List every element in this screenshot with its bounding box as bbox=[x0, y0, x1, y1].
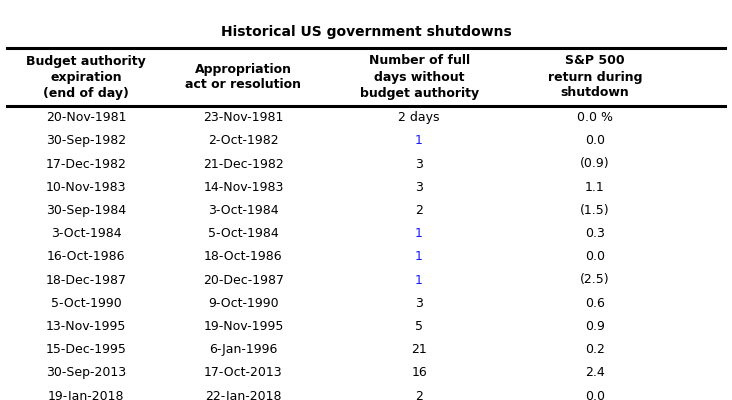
Text: (1.5): (1.5) bbox=[580, 204, 610, 217]
Text: 21-Dec-1982: 21-Dec-1982 bbox=[203, 158, 284, 170]
Text: 2 days: 2 days bbox=[398, 111, 440, 124]
Text: 0.6: 0.6 bbox=[585, 297, 605, 310]
Text: 17-Dec-1982: 17-Dec-1982 bbox=[45, 158, 127, 170]
Text: 1.1: 1.1 bbox=[585, 181, 605, 194]
Text: 19-Jan-2018: 19-Jan-2018 bbox=[48, 390, 124, 400]
Text: 0.0: 0.0 bbox=[585, 390, 605, 400]
Text: (0.9): (0.9) bbox=[580, 158, 610, 170]
Text: 1: 1 bbox=[415, 134, 423, 147]
Text: 16-Oct-1986: 16-Oct-1986 bbox=[47, 250, 125, 263]
Text: 17-Oct-2013: 17-Oct-2013 bbox=[204, 366, 283, 379]
Text: 2: 2 bbox=[415, 390, 423, 400]
Text: 10-Nov-1983: 10-Nov-1983 bbox=[46, 181, 126, 194]
Text: 14-Nov-1983: 14-Nov-1983 bbox=[203, 181, 283, 194]
Text: (2.5): (2.5) bbox=[580, 274, 610, 286]
Text: 16: 16 bbox=[411, 366, 427, 379]
Text: 15-Dec-1995: 15-Dec-1995 bbox=[45, 343, 127, 356]
Text: 0.2: 0.2 bbox=[585, 343, 605, 356]
Text: Budget authority
expiration
(end of day): Budget authority expiration (end of day) bbox=[26, 54, 146, 100]
Text: 3: 3 bbox=[415, 181, 423, 194]
Text: 9-Oct-1990: 9-Oct-1990 bbox=[208, 297, 279, 310]
Text: 20-Nov-1981: 20-Nov-1981 bbox=[46, 111, 126, 124]
Text: 3: 3 bbox=[415, 297, 423, 310]
Text: 1: 1 bbox=[415, 250, 423, 263]
Text: 19-Nov-1995: 19-Nov-1995 bbox=[203, 320, 283, 333]
Text: 6-Jan-1996: 6-Jan-1996 bbox=[209, 343, 277, 356]
Text: 30-Sep-1982: 30-Sep-1982 bbox=[46, 134, 126, 147]
Text: 0.0 %: 0.0 % bbox=[577, 111, 613, 124]
Text: 13-Nov-1995: 13-Nov-1995 bbox=[46, 320, 126, 333]
Text: 0.0: 0.0 bbox=[585, 134, 605, 147]
Text: Appropriation
act or resolution: Appropriation act or resolution bbox=[185, 62, 302, 92]
Text: 3-Oct-1984: 3-Oct-1984 bbox=[51, 227, 122, 240]
Text: 30-Sep-1984: 30-Sep-1984 bbox=[46, 204, 126, 217]
Text: 1: 1 bbox=[415, 274, 423, 286]
Text: 0.3: 0.3 bbox=[585, 227, 605, 240]
Text: 2-Oct-1982: 2-Oct-1982 bbox=[208, 134, 279, 147]
Text: 18-Dec-1987: 18-Dec-1987 bbox=[45, 274, 127, 286]
Text: 1: 1 bbox=[415, 227, 423, 240]
Text: 0.9: 0.9 bbox=[585, 320, 605, 333]
Text: 22-Jan-2018: 22-Jan-2018 bbox=[205, 390, 282, 400]
Text: S&P 500
return during
shutdown: S&P 500 return during shutdown bbox=[548, 54, 642, 100]
Text: Number of full
days without
budget authority: Number of full days without budget autho… bbox=[359, 54, 479, 100]
Text: 2.4: 2.4 bbox=[585, 366, 605, 379]
Text: 23-Nov-1981: 23-Nov-1981 bbox=[203, 111, 283, 124]
Text: 2: 2 bbox=[415, 204, 423, 217]
Text: Historical US government shutdowns: Historical US government shutdowns bbox=[220, 25, 512, 39]
Text: 3-Oct-1984: 3-Oct-1984 bbox=[208, 204, 279, 217]
Text: 30-Sep-2013: 30-Sep-2013 bbox=[46, 366, 126, 379]
Text: 21: 21 bbox=[411, 343, 427, 356]
Text: 5-Oct-1990: 5-Oct-1990 bbox=[51, 297, 122, 310]
Text: 5-Oct-1984: 5-Oct-1984 bbox=[208, 227, 279, 240]
Text: 20-Dec-1987: 20-Dec-1987 bbox=[203, 274, 284, 286]
Text: 0.0: 0.0 bbox=[585, 250, 605, 263]
Text: 18-Oct-1986: 18-Oct-1986 bbox=[204, 250, 283, 263]
Text: 5: 5 bbox=[415, 320, 423, 333]
Text: 3: 3 bbox=[415, 158, 423, 170]
